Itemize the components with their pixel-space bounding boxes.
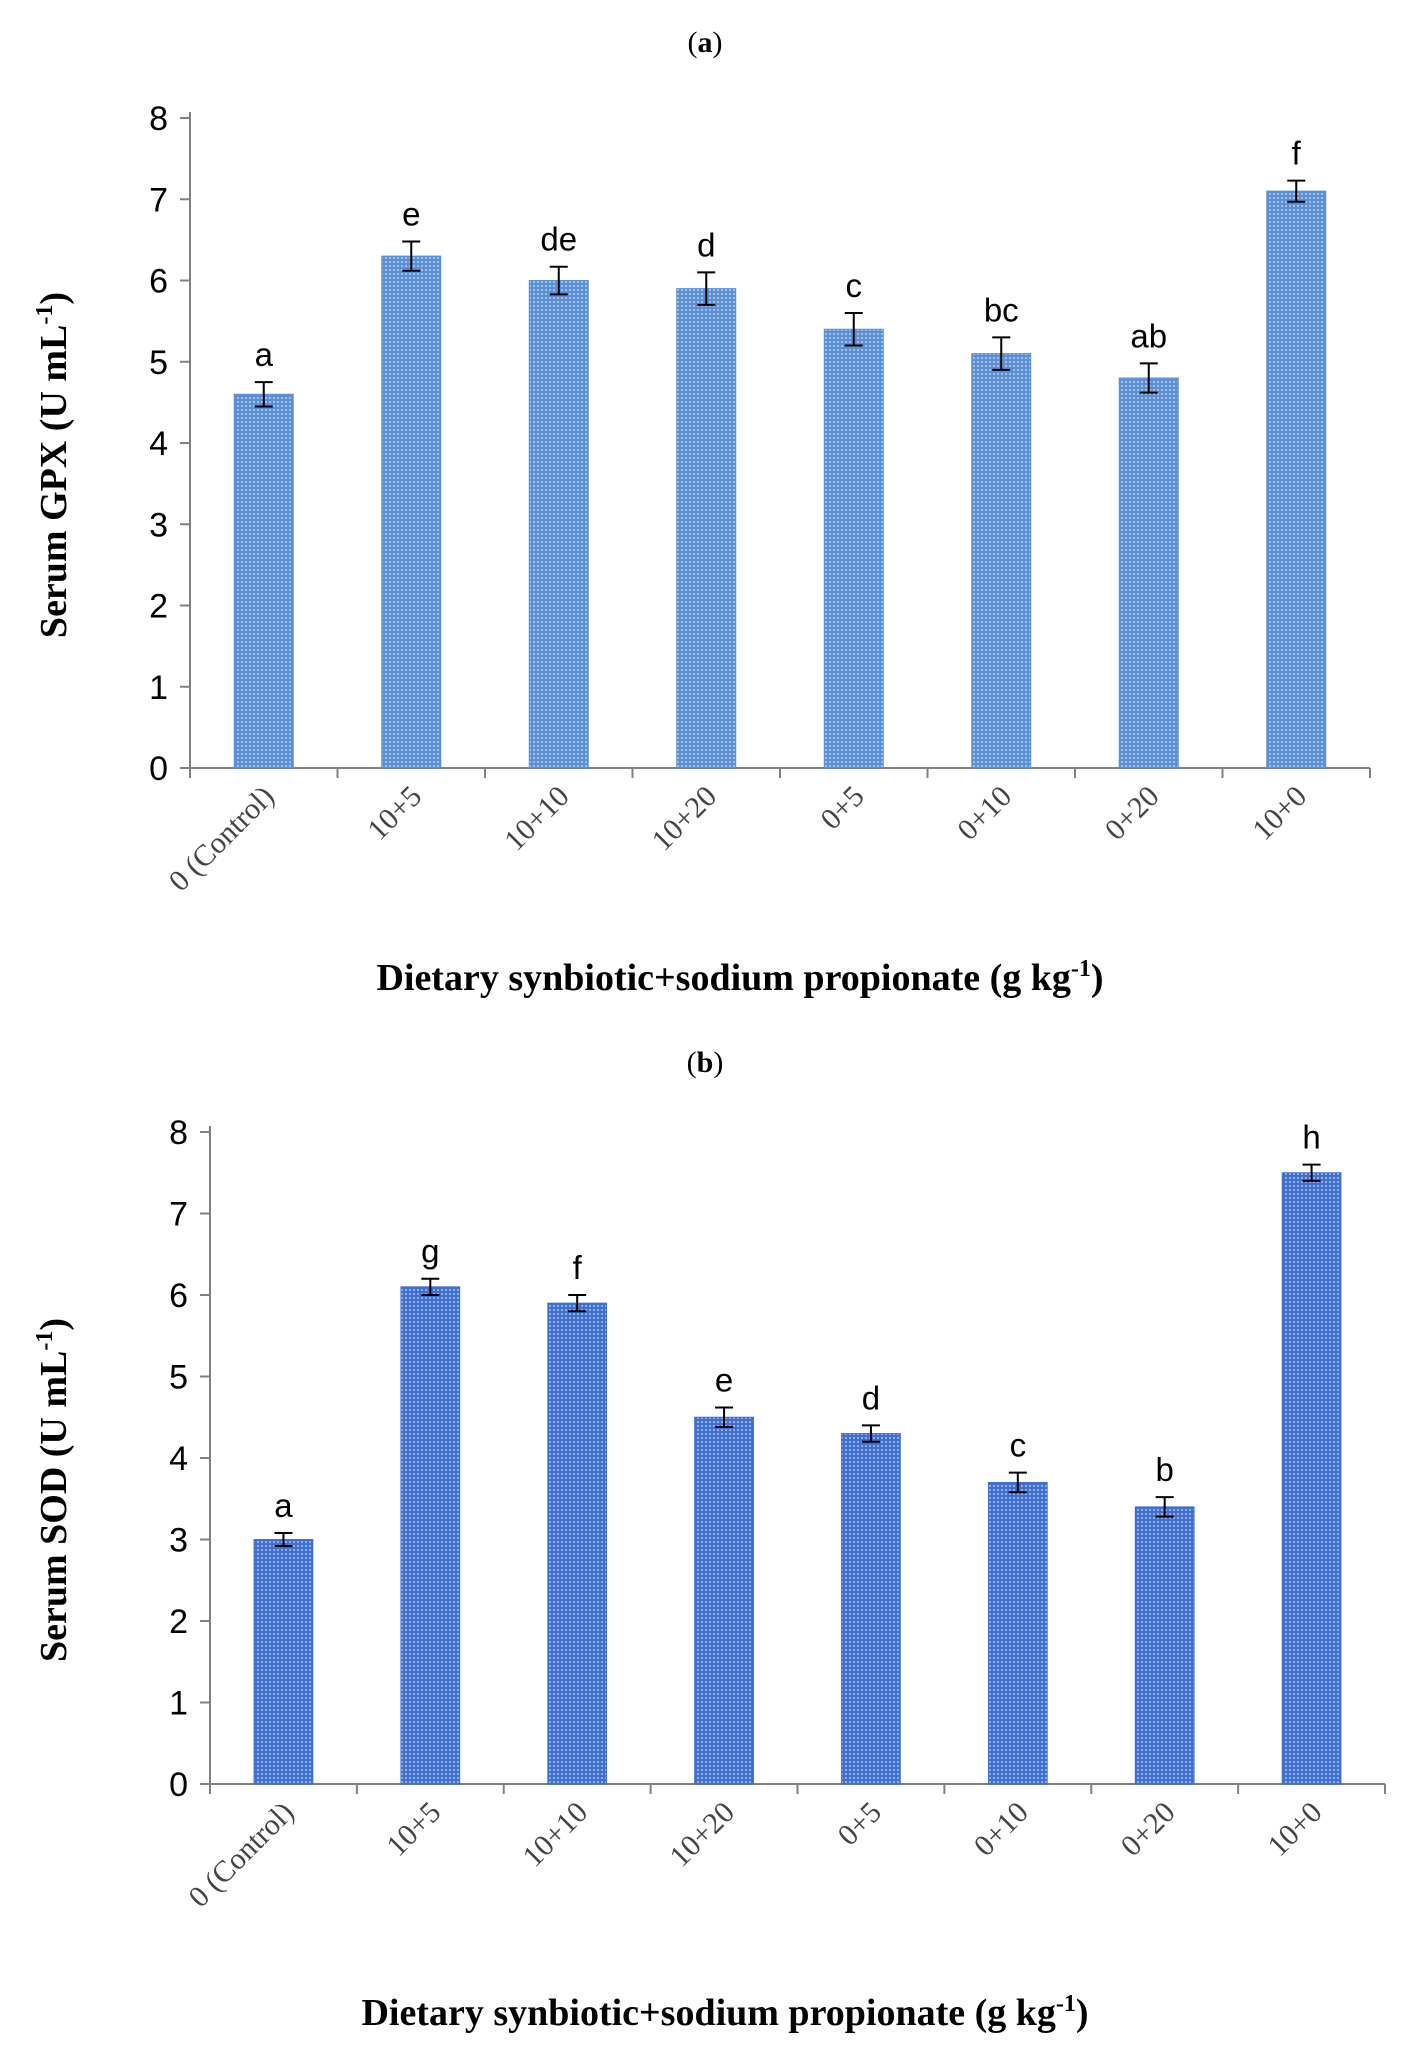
bar-0-5 bbox=[823, 328, 884, 769]
significance-label: d bbox=[862, 1379, 880, 1416]
x-tick-label: 10+5 bbox=[380, 1796, 447, 1863]
x-tick-label: 0+20 bbox=[1099, 780, 1166, 847]
error-bar bbox=[1155, 1496, 1174, 1518]
x-tick-label: 0+5 bbox=[814, 780, 871, 837]
significance-label: g bbox=[421, 1233, 439, 1270]
error-bar bbox=[402, 240, 421, 272]
error-bar bbox=[549, 265, 568, 296]
significance-label: d bbox=[697, 226, 715, 263]
significance-label: c bbox=[1010, 1427, 1027, 1464]
y-tick-label: 0 bbox=[169, 1766, 188, 1804]
error-bar bbox=[1008, 1471, 1027, 1494]
x-tick-label: 10+5 bbox=[361, 780, 428, 847]
x-axis-title-a: Dietary synbiotic+sodium propionate (g k… bbox=[376, 956, 1103, 999]
y-tick-label: 3 bbox=[149, 506, 168, 544]
error-bar bbox=[844, 312, 863, 347]
bar-0-control- bbox=[233, 393, 294, 769]
figure-panel-a: (a) 0 1 2 3 4 5 6 7 8 a 0 (Control) e 10+5 de 10+10 d 10… bbox=[0, 0, 1410, 1020]
x-tick-label: 10+20 bbox=[645, 780, 723, 858]
y-tick-label: 8 bbox=[149, 100, 168, 138]
bar-10-20 bbox=[676, 288, 737, 769]
error-bar bbox=[715, 1406, 734, 1429]
error-bar bbox=[1139, 362, 1158, 394]
x-tick-label: 0+10 bbox=[968, 1796, 1035, 1863]
error-bar bbox=[1287, 179, 1306, 203]
bar-0-10 bbox=[971, 353, 1032, 769]
y-tick-label: 1 bbox=[149, 669, 168, 707]
y-tick-label: 0 bbox=[149, 750, 168, 788]
error-bar bbox=[421, 1277, 440, 1296]
significance-label: de bbox=[540, 221, 577, 258]
y-tick-label: 2 bbox=[149, 588, 168, 626]
bar-0-20 bbox=[1134, 1506, 1195, 1785]
x-tick-label: 0+20 bbox=[1115, 1796, 1182, 1863]
bar-10-0 bbox=[1281, 1172, 1342, 1785]
significance-label: e bbox=[715, 1361, 733, 1398]
chart-sod: (b) 0 1 2 3 4 5 6 7 8 a 0 (Control) g 10+5 f 10+10 e 10+… bbox=[32, 1046, 1386, 2034]
bar-10-10 bbox=[547, 1302, 608, 1785]
x-tick-label: 0+10 bbox=[951, 780, 1018, 847]
error-bar bbox=[861, 1424, 880, 1443]
error-bar bbox=[1302, 1163, 1321, 1182]
error-bar bbox=[992, 336, 1011, 371]
significance-label: a bbox=[255, 336, 274, 373]
panel-label-a: (a) bbox=[688, 26, 723, 59]
x-tick-label: 0 (Control) bbox=[163, 780, 281, 898]
y-tick-label: 2 bbox=[169, 1603, 188, 1641]
x-tick-label: 0+5 bbox=[831, 1796, 888, 1853]
error-bar bbox=[254, 381, 273, 408]
x-axis-title-b: Dietary synbiotic+sodium propionate (g k… bbox=[361, 1991, 1088, 2034]
y-tick-label: 5 bbox=[169, 1359, 188, 1397]
chart-gpx: (a) 0 1 2 3 4 5 6 7 8 a 0 (Control) e 10+5 de 10+10 d 10… bbox=[32, 26, 1371, 999]
bar-0-20 bbox=[1118, 377, 1179, 769]
significance-label: b bbox=[1156, 1451, 1174, 1488]
y-tick-label: 3 bbox=[169, 1522, 188, 1560]
x-tick-label: 10+20 bbox=[663, 1796, 741, 1874]
x-tick-label: 10+0 bbox=[1261, 1796, 1328, 1863]
error-bar bbox=[568, 1294, 587, 1313]
y-tick-label: 1 bbox=[169, 1685, 188, 1723]
y-tick-label: 7 bbox=[169, 1196, 188, 1234]
error-bar bbox=[274, 1531, 293, 1548]
bar-10-5 bbox=[381, 255, 442, 769]
y-tick-label: 7 bbox=[149, 181, 168, 219]
significance-label: f bbox=[573, 1249, 583, 1286]
bar-10-10 bbox=[528, 280, 589, 769]
y-tick-label: 4 bbox=[169, 1440, 188, 1478]
significance-label: f bbox=[1292, 135, 1302, 172]
bar-0-5 bbox=[841, 1433, 901, 1785]
x-tick-label: 10+10 bbox=[516, 1796, 594, 1874]
significance-label: a bbox=[274, 1487, 293, 1524]
bar-0-10 bbox=[987, 1481, 1048, 1785]
bar-10-20 bbox=[694, 1416, 754, 1785]
y-tick-label: 8 bbox=[169, 1114, 188, 1152]
y-tick-label: 6 bbox=[149, 263, 168, 301]
error-bar bbox=[697, 271, 716, 306]
bar-0-control- bbox=[253, 1539, 314, 1785]
x-tick-label: 0 (Control) bbox=[182, 1796, 300, 1914]
y-axis-title-a: Serum GPX (U mL-1) bbox=[32, 292, 75, 638]
x-tick-label: 10+10 bbox=[498, 780, 576, 858]
significance-label: bc bbox=[984, 291, 1019, 328]
y-tick-label: 6 bbox=[169, 1277, 188, 1315]
significance-label: e bbox=[402, 196, 420, 233]
y-tick-label: 5 bbox=[149, 344, 168, 382]
y-tick-label: 4 bbox=[149, 425, 168, 463]
significance-label: ab bbox=[1130, 317, 1167, 354]
bar-10-0 bbox=[1266, 190, 1327, 769]
bar-10-5 bbox=[400, 1286, 461, 1785]
x-tick-label: 10+0 bbox=[1246, 780, 1313, 847]
figure-panel-b: (b) 0 1 2 3 4 5 6 7 8 a 0 (Control) g 10+5 f 10+10 e 10+… bbox=[0, 1020, 1410, 2040]
significance-label: h bbox=[1302, 1119, 1320, 1156]
significance-label: c bbox=[846, 267, 863, 304]
y-axis-title-b: Serum SOD (U mL-1) bbox=[32, 1318, 75, 1662]
panel-label-b: (b) bbox=[687, 1046, 724, 1079]
